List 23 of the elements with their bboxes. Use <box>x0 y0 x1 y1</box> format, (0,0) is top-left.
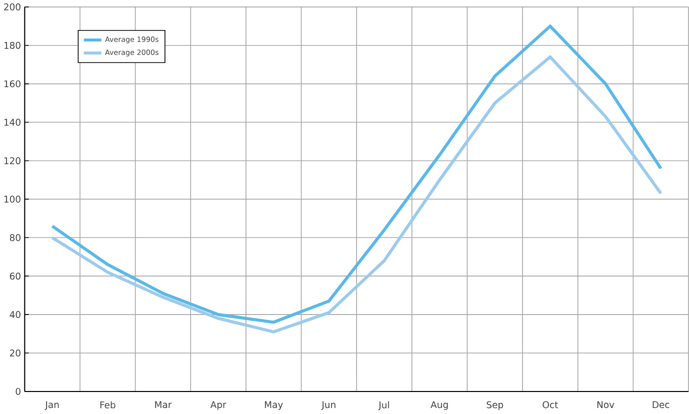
x-tick-label: Jan <box>44 401 59 410</box>
y-tick-label: 40 <box>10 311 20 318</box>
y-tick-label: 20 <box>10 350 20 357</box>
y-tick-label: 120 <box>4 157 20 164</box>
y-tick-label: 0 <box>16 388 20 396</box>
x-tick-label: Aug <box>430 401 448 410</box>
x-tick-label: Sep <box>486 401 504 410</box>
x-tick-label: Apr <box>210 401 226 410</box>
x-tick-label: Feb <box>100 401 116 409</box>
y-tick-label: 160 <box>4 80 20 88</box>
x-tick-label: Nov <box>597 401 614 408</box>
x-tick-label: Jul <box>378 401 389 410</box>
x-tick-label: Jun <box>321 401 336 410</box>
x-tick-label: May <box>264 401 283 410</box>
y-tick-label: 140 <box>4 119 20 126</box>
y-tick-label: 200 <box>4 4 20 11</box>
y-tick-label: 80 <box>10 234 20 242</box>
x-tick-label: Dec <box>652 401 670 408</box>
x-tick-label: Mar <box>155 401 172 408</box>
y-tick-label: 60 <box>10 272 20 280</box>
y-tick-label: 180 <box>4 42 20 50</box>
x-tick-label: Oct <box>542 401 558 408</box>
y-tick-label: 100 <box>4 196 20 203</box>
